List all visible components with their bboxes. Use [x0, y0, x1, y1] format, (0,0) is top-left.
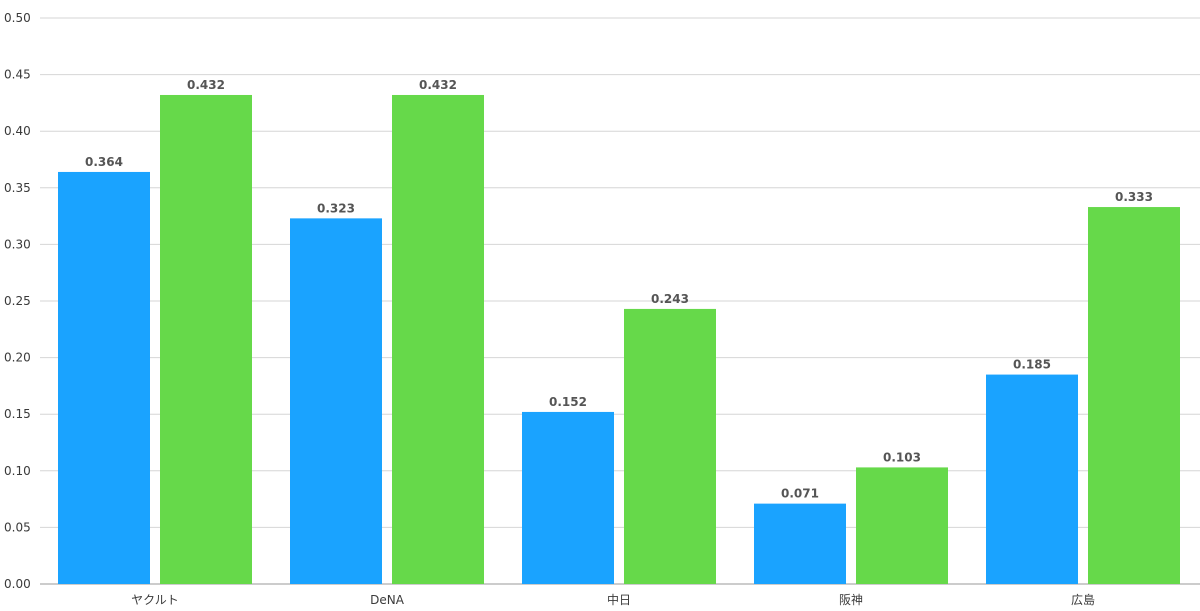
- bar: [160, 94, 252, 584]
- bar: [392, 94, 484, 584]
- bar: [856, 467, 948, 584]
- data-label: 0.152: [549, 395, 587, 409]
- x-tick-label: 阪神: [839, 593, 863, 607]
- bar: [754, 503, 846, 584]
- data-label: 0.323: [317, 201, 355, 215]
- bar: [290, 218, 382, 584]
- y-tick-label: 0.20: [4, 351, 31, 365]
- x-tick-label: 広島: [1071, 592, 1095, 607]
- bar: [986, 374, 1078, 584]
- y-tick-label: 0.50: [4, 11, 31, 25]
- data-labels: 0.364 0.432 0.323 0.432 0.152 0.243 0.071 0.103…: [85, 78, 1153, 501]
- y-tick-label: 0.00: [4, 577, 31, 591]
- data-label: 0.432: [419, 78, 457, 92]
- bar: [522, 411, 614, 584]
- y-tick-label: 0.45: [4, 68, 31, 82]
- data-label: 0.185: [1013, 358, 1051, 372]
- bar: [58, 171, 150, 584]
- x-axis: ヤクルト DeNA 中日 阪神 広島: [131, 592, 1095, 607]
- y-tick-label: 0.25: [4, 294, 31, 308]
- y-tick-label: 0.30: [4, 237, 31, 251]
- data-label: 0.071: [781, 487, 819, 501]
- y-tick-label: 0.10: [4, 464, 31, 478]
- bar: [624, 308, 716, 584]
- bar: [1088, 207, 1180, 584]
- data-label: 0.243: [651, 292, 689, 306]
- data-label: 0.103: [883, 450, 921, 464]
- data-label: 0.432: [187, 78, 225, 92]
- y-tick-label: 0.40: [4, 124, 31, 138]
- y-tick-label: 0.35: [4, 181, 31, 195]
- data-label: 0.364: [85, 155, 123, 169]
- y-axis: 0.00 0.05 0.10 0.15 0.20 0.25 0.30 0.35 0.40 0.45…: [4, 11, 31, 591]
- x-tick-label: ヤクルト: [131, 593, 179, 607]
- x-tick-label: 中日: [607, 592, 631, 607]
- bars: [58, 94, 1180, 584]
- y-tick-label: 0.05: [4, 520, 31, 534]
- y-tick-label: 0.15: [4, 407, 31, 421]
- data-label: 0.333: [1115, 190, 1153, 204]
- x-tick-label: DeNA: [370, 593, 405, 607]
